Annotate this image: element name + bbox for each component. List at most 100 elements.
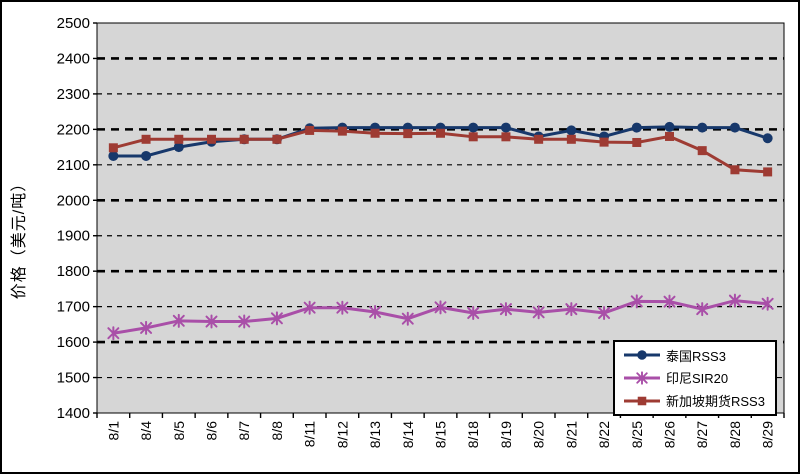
legend-label: 新加坡期货RSS3	[666, 394, 765, 410]
data-point-star	[172, 313, 185, 328]
data-point-square	[305, 125, 315, 135]
data-point-circle	[631, 122, 642, 133]
data-point-circle	[108, 150, 119, 161]
data-point-square	[534, 134, 544, 144]
y-tick-label: 2300	[57, 86, 90, 103]
x-tick-label: 8/13	[367, 421, 383, 448]
x-tick-label: 8/27	[694, 421, 710, 448]
y-tick-label: 1700	[57, 299, 90, 316]
data-point-circle	[173, 142, 184, 153]
data-point-square	[501, 132, 511, 142]
x-tick-label: 8/28	[727, 421, 743, 448]
x-tick-label: 8/1	[105, 421, 121, 441]
x-tick-label: 8/29	[760, 421, 776, 448]
data-point-star	[238, 314, 251, 329]
x-tick-label: 8/19	[498, 421, 514, 448]
data-point-star	[270, 311, 283, 326]
data-point-square	[239, 134, 249, 144]
data-point-square	[207, 134, 216, 144]
data-point-circle	[637, 350, 647, 361]
data-point-square	[108, 143, 118, 153]
x-tick-label: 8/25	[629, 421, 645, 448]
x-tick-label: 8/22	[596, 421, 612, 448]
data-point-star	[303, 300, 316, 315]
data-point-square	[637, 396, 647, 405]
data-point-star	[630, 294, 643, 309]
y-tick-label: 1900	[57, 228, 90, 245]
thailand-rss3-line-circle-marker-icon	[624, 350, 660, 361]
data-point-circle	[664, 121, 675, 132]
x-tick-label: 8/15	[433, 421, 449, 448]
x-tick-label: 8/12	[334, 421, 350, 448]
data-point-star	[369, 304, 382, 319]
data-point-star	[728, 293, 741, 308]
x-tick-label: 8/21	[563, 421, 579, 448]
y-tick-label: 2000	[57, 192, 90, 209]
data-point-square	[174, 134, 184, 144]
data-point-circle	[141, 150, 152, 161]
legend-item-indonesia-sir20: 印尼SIR20	[623, 368, 771, 387]
legend: 泰国RSS3 印尼SIR20 新加坡期货RSS3	[613, 340, 777, 416]
x-tick-label: 8/4	[138, 421, 154, 441]
x-tick-label: 8/18	[465, 421, 481, 448]
y-axis-title: 价格（美元/吨）	[11, 174, 28, 300]
indonesia-sir20-line-star-marker-icon	[624, 371, 660, 385]
data-point-star	[401, 311, 414, 326]
x-tick-label: 8/5	[171, 421, 187, 441]
data-point-star	[336, 300, 349, 315]
y-tick-label: 1500	[57, 370, 90, 387]
data-point-square	[665, 131, 674, 141]
legend-item-thailand-rss3: 泰国RSS3	[623, 346, 771, 365]
data-point-star	[663, 294, 676, 309]
y-tick-label: 1400	[57, 405, 90, 422]
legend-item-singapore-futures-rss3: 新加坡期货RSS3	[623, 391, 771, 410]
data-point-square	[632, 137, 642, 147]
data-point-square	[141, 134, 151, 144]
legend-label: 泰国RSS3	[666, 348, 726, 364]
data-point-square	[436, 128, 445, 138]
data-point-star	[205, 314, 218, 329]
x-tick-label: 8/14	[400, 421, 416, 448]
x-tick-label: 8/6	[204, 421, 220, 441]
x-tick-label: 8/8	[269, 421, 285, 441]
data-point-circle	[500, 122, 511, 133]
data-point-square	[337, 126, 347, 136]
data-point-circle	[697, 122, 708, 133]
data-point-square	[697, 146, 707, 156]
data-point-star	[565, 302, 578, 317]
data-point-square	[272, 134, 282, 144]
legend-label: 印尼SIR20	[666, 371, 729, 387]
data-point-star	[467, 306, 480, 321]
data-point-star	[140, 320, 153, 335]
series-star	[107, 293, 774, 341]
data-point-circle	[729, 122, 740, 133]
data-point-star	[532, 305, 545, 320]
x-tick-label: 8/11	[302, 421, 318, 447]
data-point-star	[761, 296, 774, 311]
data-point-circle	[468, 122, 479, 133]
y-tick-label: 2400	[57, 50, 90, 67]
data-point-square	[730, 165, 740, 175]
x-tick-label: 8/26	[662, 421, 678, 448]
series-square	[108, 125, 773, 177]
data-point-square	[763, 167, 773, 177]
y-tick-label: 2500	[57, 15, 90, 32]
data-point-star	[598, 306, 611, 321]
x-tick-label: 8/20	[531, 421, 547, 448]
data-point-square	[370, 128, 380, 138]
singapore-futures-rss3-line-square-marker-icon	[624, 396, 660, 405]
y-tick-label: 1600	[57, 334, 90, 351]
data-point-square	[468, 132, 478, 142]
data-point-star	[636, 371, 648, 385]
y-tick-label: 2200	[57, 121, 90, 138]
data-point-square	[403, 129, 413, 139]
data-point-star	[107, 326, 120, 341]
y-tick-label: 1800	[57, 263, 90, 280]
y-tick-label: 2100	[57, 157, 90, 174]
data-point-star	[499, 302, 512, 317]
data-point-circle	[566, 125, 577, 136]
data-point-star	[434, 300, 447, 315]
data-point-square	[599, 137, 609, 147]
